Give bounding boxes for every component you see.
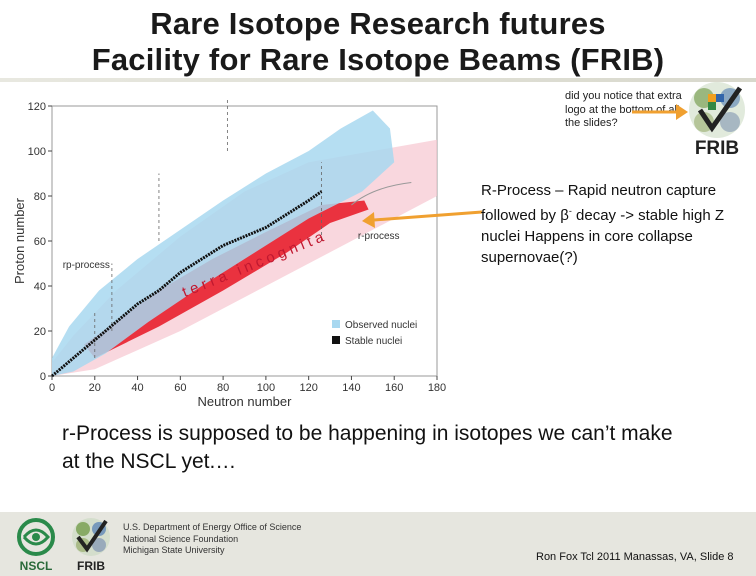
slide-title-line2: Facility for Rare Isotope Beams (FRIB) xyxy=(91,42,665,77)
x-axis-label: Neutron number xyxy=(198,394,293,409)
y-tick-label: 100 xyxy=(28,146,46,158)
nscl-logo: NSCL xyxy=(17,518,55,573)
body-text: r-Process is supposed to be happening in… xyxy=(62,422,673,473)
frib-logo-label: FRIB xyxy=(695,138,739,158)
stable-nuclei-line xyxy=(51,190,323,378)
footer-band xyxy=(0,512,756,576)
note-arrow xyxy=(632,104,688,120)
rprocess-text-a: R-Process – Rapid neutron capture follow… xyxy=(481,182,717,224)
rprocess-description: R-Process – Rapid neutron capture follow… xyxy=(481,180,751,268)
observed-nuclei-band xyxy=(52,110,395,376)
y-tick-label: 20 xyxy=(34,326,46,338)
nscl-label: NSCL xyxy=(20,559,53,573)
chart-of-nuclides: 0 20 40 60 80 100 120 140 160 180 0 20 40 60 80 100 120 N… xyxy=(12,98,446,409)
footer-line2: National Science Foundation xyxy=(123,533,239,544)
y-tick-label: 40 xyxy=(34,281,46,293)
footer-line1: U.S. Department of Energy Office of Scie… xyxy=(123,522,302,532)
rprocess-arrow xyxy=(362,210,483,228)
y-tick-label: 0 xyxy=(40,371,46,383)
x-tick-label: 160 xyxy=(385,382,403,394)
x-tick-label: 40 xyxy=(131,382,143,394)
y-tick-label: 120 xyxy=(28,101,46,113)
legend-label-stable: Stable nuclei xyxy=(345,336,402,347)
terra-incognita-band xyxy=(84,200,369,358)
title-band xyxy=(0,0,756,82)
y-axis-label: Proton number xyxy=(12,197,27,284)
legend-swatch-observed xyxy=(332,320,340,328)
x-tick-label: 80 xyxy=(217,382,229,394)
footer-line3: Michigan State University xyxy=(123,545,225,555)
x-tick-label: 20 xyxy=(89,382,101,394)
frib-footer-label: FRIB xyxy=(77,559,105,573)
frib-footer-logo: FRIB xyxy=(72,518,110,573)
x-tick-label: 140 xyxy=(342,382,360,394)
x-tick-label: 180 xyxy=(428,382,446,394)
legend-swatch-stable xyxy=(332,336,340,344)
footer-credit: Ron Fox Tcl 2011 Manassas, VA, Slide 8 xyxy=(536,551,734,563)
x-tick-label: 120 xyxy=(299,382,317,394)
y-tick-label: 80 xyxy=(34,191,46,203)
annotation-rp-process: rp-process xyxy=(63,260,110,271)
rprocess-text-b: decay -> stable high Z nuclei Happens in… xyxy=(481,207,725,266)
r-process-path xyxy=(351,182,412,206)
annotation-r-process: r-process xyxy=(358,231,400,242)
slide-title-line1: Rare Isotope Research futures xyxy=(150,6,606,41)
y-tick-label: 60 xyxy=(34,236,46,248)
title-underline xyxy=(0,78,756,82)
legend-label-observed: Observed nuclei xyxy=(345,320,417,331)
frib-logo: FRIB xyxy=(689,82,745,158)
x-tick-label: 0 xyxy=(49,382,55,394)
footer-agencies: U.S. Department of Energy Office of Scie… xyxy=(123,522,301,557)
x-tick-label: 60 xyxy=(174,382,186,394)
rprocess-text-sup: - xyxy=(568,206,572,216)
x-tick-label: 100 xyxy=(257,382,275,394)
